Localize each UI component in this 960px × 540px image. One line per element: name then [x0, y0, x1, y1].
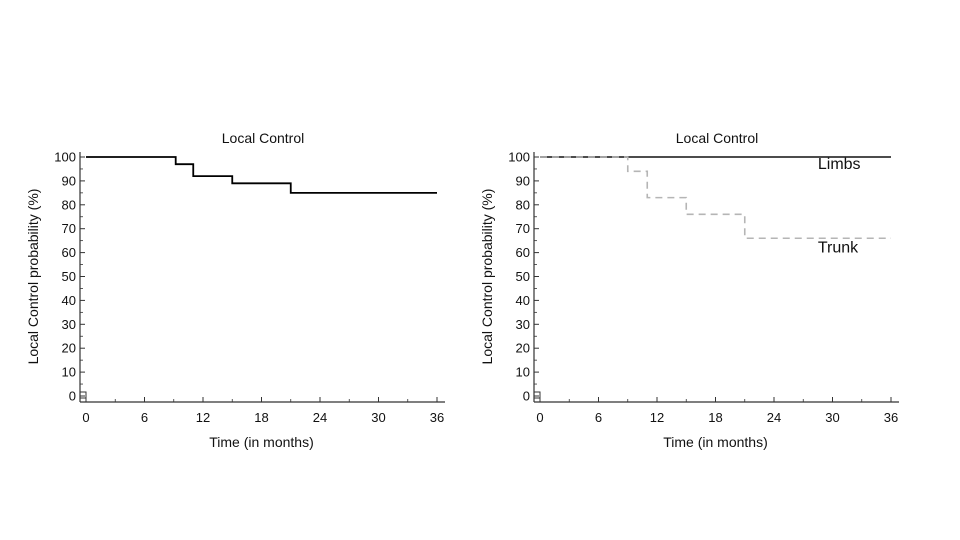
x-tick-label: 36 [430, 410, 444, 425]
x-tick-label: 6 [141, 410, 148, 425]
y-tick-label: 70 [62, 221, 76, 236]
y-tick-label: 20 [62, 341, 76, 356]
x-tick-label: 24 [767, 410, 781, 425]
y-tick-label: 80 [62, 197, 76, 212]
y-tick-label: 100 [508, 150, 530, 165]
y-tick-label: 40 [62, 293, 76, 308]
y-tick-label: 90 [62, 173, 76, 188]
x-tick-label: 6 [595, 410, 602, 425]
y-tick-label: 30 [62, 317, 76, 332]
chart-local-control-by-site: Local Control 0 10 20 30 40 50 60 70 80 90 100 0 6 12 1… [479, 130, 899, 450]
x-tick-label: 24 [313, 410, 327, 425]
y-tick-label: 70 [516, 221, 530, 236]
y-axis-title: Local Control probability (%) [25, 189, 41, 365]
y-tick-label: 80 [516, 197, 530, 212]
y-tick-label: 20 [516, 341, 530, 356]
x-axis-title: Time (in months) [209, 434, 314, 450]
annotation-trunk: Trunk [818, 240, 859, 257]
x-tick-label: 18 [708, 410, 722, 425]
x-tick-label: 30 [825, 410, 839, 425]
x-tick-label: 18 [254, 410, 268, 425]
y-tick-label: 30 [516, 317, 530, 332]
x-tick-label: 0 [82, 410, 89, 425]
y-tick-label: 0 [69, 389, 76, 404]
chart-title: Local Control [676, 130, 759, 146]
annotation-limbs: Limbs [818, 156, 861, 173]
series-line-series-0 [86, 156, 437, 194]
chart-title: Local Control [222, 130, 305, 146]
y-tick-label: 50 [516, 269, 530, 284]
x-tick-label: 30 [371, 410, 385, 425]
x-tick-label: 12 [196, 410, 210, 425]
y-tick-label: 40 [516, 293, 530, 308]
y-tick-label: 100 [54, 150, 76, 165]
origin-marker [79, 391, 87, 399]
y-tick-label: 10 [516, 365, 530, 380]
y-tick-label: 10 [62, 365, 76, 380]
y-tick-label: 90 [516, 173, 530, 188]
x-tick-label: 12 [650, 410, 664, 425]
x-tick-label: 36 [884, 410, 898, 425]
x-axis-title: Time (in months) [663, 434, 768, 450]
y-tick-label: 50 [62, 269, 76, 284]
x-tick-label: 0 [536, 410, 543, 425]
y-tick-label: 60 [62, 245, 76, 260]
y-tick-label: 60 [516, 245, 530, 260]
chart-overall-local-control: Local Control 0 10 20 30 40 50 60 70 80 90 100 0 6 12 1… [25, 130, 445, 450]
origin-marker [533, 391, 541, 399]
y-tick-label: 0 [523, 389, 530, 404]
y-axis-title: Local Control probability (%) [479, 189, 495, 365]
